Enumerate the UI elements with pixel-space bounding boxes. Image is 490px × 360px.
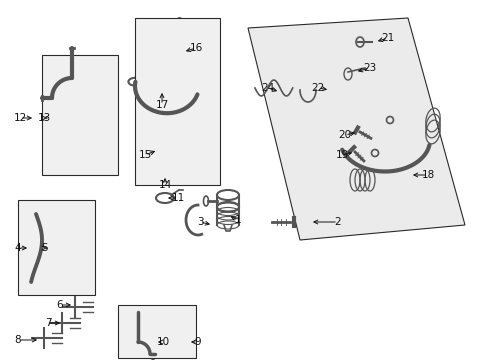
Text: 13: 13 <box>37 113 50 123</box>
Text: 6: 6 <box>57 300 63 310</box>
Text: 15: 15 <box>138 150 151 160</box>
Text: 14: 14 <box>158 180 172 190</box>
Text: 1: 1 <box>235 215 241 225</box>
Text: 7: 7 <box>45 318 51 328</box>
Bar <box>42 55 118 175</box>
Text: 2: 2 <box>335 217 342 227</box>
Bar <box>118 305 196 358</box>
Bar <box>135 18 220 185</box>
Text: 20: 20 <box>339 130 351 140</box>
Text: 8: 8 <box>15 335 21 345</box>
Text: 4: 4 <box>15 243 21 253</box>
Text: 17: 17 <box>155 100 169 110</box>
Text: 11: 11 <box>172 193 185 203</box>
Text: 18: 18 <box>421 170 435 180</box>
Text: 9: 9 <box>195 337 201 347</box>
Text: 3: 3 <box>196 217 203 227</box>
Text: 23: 23 <box>364 63 377 73</box>
Polygon shape <box>248 18 465 240</box>
Text: 22: 22 <box>311 83 324 93</box>
Text: 12: 12 <box>13 113 26 123</box>
Text: 5: 5 <box>41 243 48 253</box>
Text: 24: 24 <box>261 83 274 93</box>
Text: 16: 16 <box>189 43 203 53</box>
Text: 10: 10 <box>156 337 170 347</box>
Bar <box>18 200 95 295</box>
Text: 19: 19 <box>335 150 348 160</box>
Text: 21: 21 <box>381 33 394 43</box>
